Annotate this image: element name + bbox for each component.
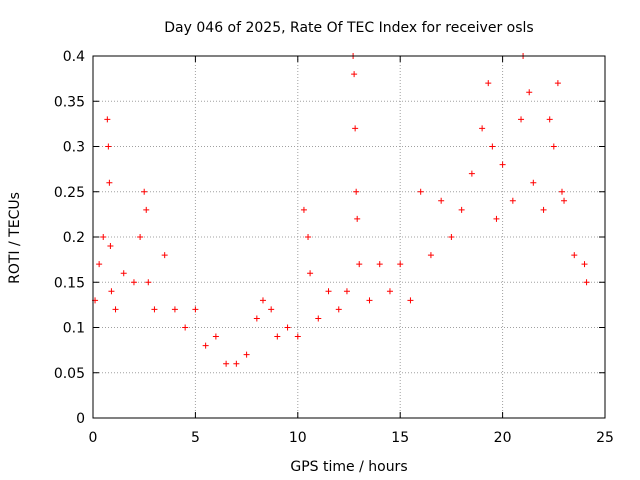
data-point — [571, 252, 578, 259]
data-point — [499, 161, 506, 168]
data-point — [284, 324, 291, 331]
data-point — [108, 288, 115, 295]
data-point — [407, 297, 414, 304]
data-point — [509, 197, 516, 204]
x-axis-label: GPS time / hours — [290, 459, 407, 475]
data-point — [104, 116, 111, 123]
y-tick-label: 0.25 — [54, 185, 85, 201]
data-point — [253, 315, 260, 322]
data-point — [96, 261, 103, 268]
y-axis-label: ROTI / TECUs — [7, 192, 23, 284]
data-point — [376, 261, 383, 268]
data-point — [561, 197, 568, 204]
data-point — [268, 306, 275, 313]
data-point — [192, 306, 199, 313]
data-point — [305, 234, 312, 240]
y-tick-label: 0.1 — [63, 321, 85, 337]
plot-frame — [92, 55, 606, 419]
y-tick-label: 0 — [76, 411, 85, 427]
x-tick-label: 10 — [289, 430, 307, 446]
data-point — [489, 143, 496, 150]
data-point — [243, 351, 250, 358]
data-point — [325, 288, 332, 295]
x-tick-label: 5 — [191, 430, 200, 446]
x-tick-label: 0 — [89, 430, 98, 446]
data-point — [143, 206, 150, 213]
data-point — [294, 333, 301, 340]
data-point — [112, 306, 119, 313]
y-tick-label: 0.2 — [63, 230, 85, 246]
data-point — [171, 306, 178, 313]
data-point — [137, 234, 144, 240]
data-point — [120, 270, 127, 277]
data-point — [145, 279, 152, 286]
data-point — [550, 143, 557, 150]
axes: 0 5 10 15 20 25 0 0.05 0.1 0.15 0.2 0.25 0.3 0.35 0.4 — [54, 49, 614, 446]
data-point — [558, 188, 565, 195]
data-point — [151, 306, 158, 313]
data-point — [202, 342, 209, 349]
data-point — [546, 116, 553, 123]
data-point — [366, 297, 373, 304]
data-point — [130, 279, 137, 286]
y-tick-label: 0.3 — [63, 140, 85, 156]
data-point — [540, 206, 547, 213]
data-point — [233, 360, 240, 367]
data-point — [100, 234, 107, 240]
y-tick-label: 0.05 — [54, 366, 85, 382]
data-point — [479, 125, 486, 132]
y-tick-label: 0.4 — [63, 49, 85, 65]
data-point — [223, 360, 230, 367]
data-point — [335, 306, 342, 313]
data-point — [315, 315, 322, 322]
data-point — [259, 297, 266, 304]
x-tick-label: 20 — [494, 430, 512, 446]
data-point — [343, 288, 350, 295]
data-point — [427, 252, 434, 259]
data-point — [485, 80, 492, 87]
data-point — [530, 179, 537, 186]
data-point — [274, 333, 281, 340]
data-point — [352, 125, 359, 132]
data-point — [106, 179, 113, 186]
data-point — [351, 71, 358, 78]
data-point — [105, 143, 112, 150]
data-point — [212, 333, 219, 340]
data-point — [438, 197, 445, 204]
grid-lines — [93, 56, 605, 418]
data-point — [397, 261, 404, 268]
y-tick-label: 0.15 — [54, 275, 85, 291]
data-point — [107, 243, 114, 250]
data-point — [141, 188, 148, 195]
data-point — [386, 288, 393, 295]
data-point — [307, 270, 314, 277]
data-point — [554, 80, 561, 87]
data-point — [493, 215, 500, 222]
x-tick-label: 15 — [391, 430, 409, 446]
data-point — [468, 170, 475, 177]
data-points — [92, 53, 590, 367]
data-point — [526, 89, 533, 96]
data-point — [161, 252, 168, 259]
data-point — [354, 215, 361, 222]
data-point — [583, 279, 590, 286]
data-point — [518, 116, 525, 123]
chart-title: Day 046 of 2025, Rate Of TEC Index for r… — [164, 20, 533, 36]
x-tick-label: 25 — [596, 430, 614, 446]
data-point — [182, 324, 189, 331]
data-point — [458, 206, 465, 213]
data-point — [353, 188, 360, 195]
data-point — [581, 261, 588, 268]
data-point — [356, 261, 363, 268]
data-point — [448, 234, 455, 240]
data-point — [300, 206, 307, 213]
data-point — [417, 188, 424, 195]
y-tick-label: 0.35 — [54, 94, 85, 110]
